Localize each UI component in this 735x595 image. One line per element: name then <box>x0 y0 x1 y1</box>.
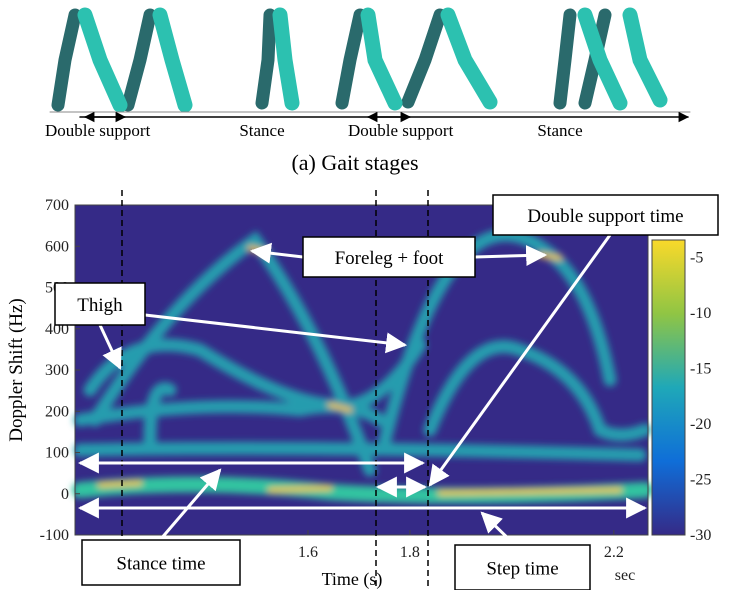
gait-label: Double support <box>45 121 151 140</box>
colorbar-tick-label: -20 <box>690 416 711 433</box>
colorbar-tick-label: -15 <box>690 361 711 378</box>
caption: (a) Gait stages <box>291 150 418 175</box>
colorbar-tick-label: -30 <box>690 527 711 544</box>
spectrogram-texture <box>72 228 653 504</box>
x-tick-label: 1.8 <box>400 544 420 561</box>
x-axis-label: Time (s) <box>322 569 383 590</box>
annotation-text: Foreleg + foot <box>335 248 445 269</box>
plot-frame <box>74 204 649 536</box>
colorbar-tick-label: -5 <box>690 250 703 267</box>
annotation-box <box>81 539 241 586</box>
y-tick-label: -100 <box>40 527 69 544</box>
y-tick-label: 600 <box>45 238 69 255</box>
gait-label: Stance <box>239 121 284 140</box>
colorbar-tick-label: -25 <box>690 472 711 489</box>
colorbar-tick-label: -10 <box>690 305 711 322</box>
annotations: Double support time Foreleg + foot Thigh St… <box>54 194 719 591</box>
y-tick-label: 300 <box>45 362 69 379</box>
y-tick-label: 200 <box>45 403 69 420</box>
y-axis-label: Doppler Shift (Hz) <box>6 298 27 442</box>
annotation-arrows <box>77 234 648 547</box>
dashed-markers <box>121 190 429 590</box>
annotation-box <box>54 282 146 326</box>
gait-label: Double support <box>348 121 454 140</box>
y-tick-label: 100 <box>45 445 69 462</box>
gait-label: Stance <box>537 121 582 140</box>
annotation-box <box>302 236 476 278</box>
annotation-box <box>492 194 719 236</box>
x-tick-label: 1.6 <box>298 544 318 561</box>
gait-illustration <box>49 7 691 123</box>
x-unit: sec <box>615 567 635 584</box>
x-tick-label: 2.2 <box>604 544 624 561</box>
annotation-text: Step time <box>486 559 558 580</box>
y-tick-label: 0 <box>61 486 69 503</box>
annotation-text: Double support time <box>527 206 683 227</box>
y-tick-label: 700 <box>45 197 69 214</box>
annotation-text: Thigh <box>77 295 123 316</box>
colorbar <box>651 239 686 536</box>
annotation-text: Stance time <box>116 554 205 575</box>
